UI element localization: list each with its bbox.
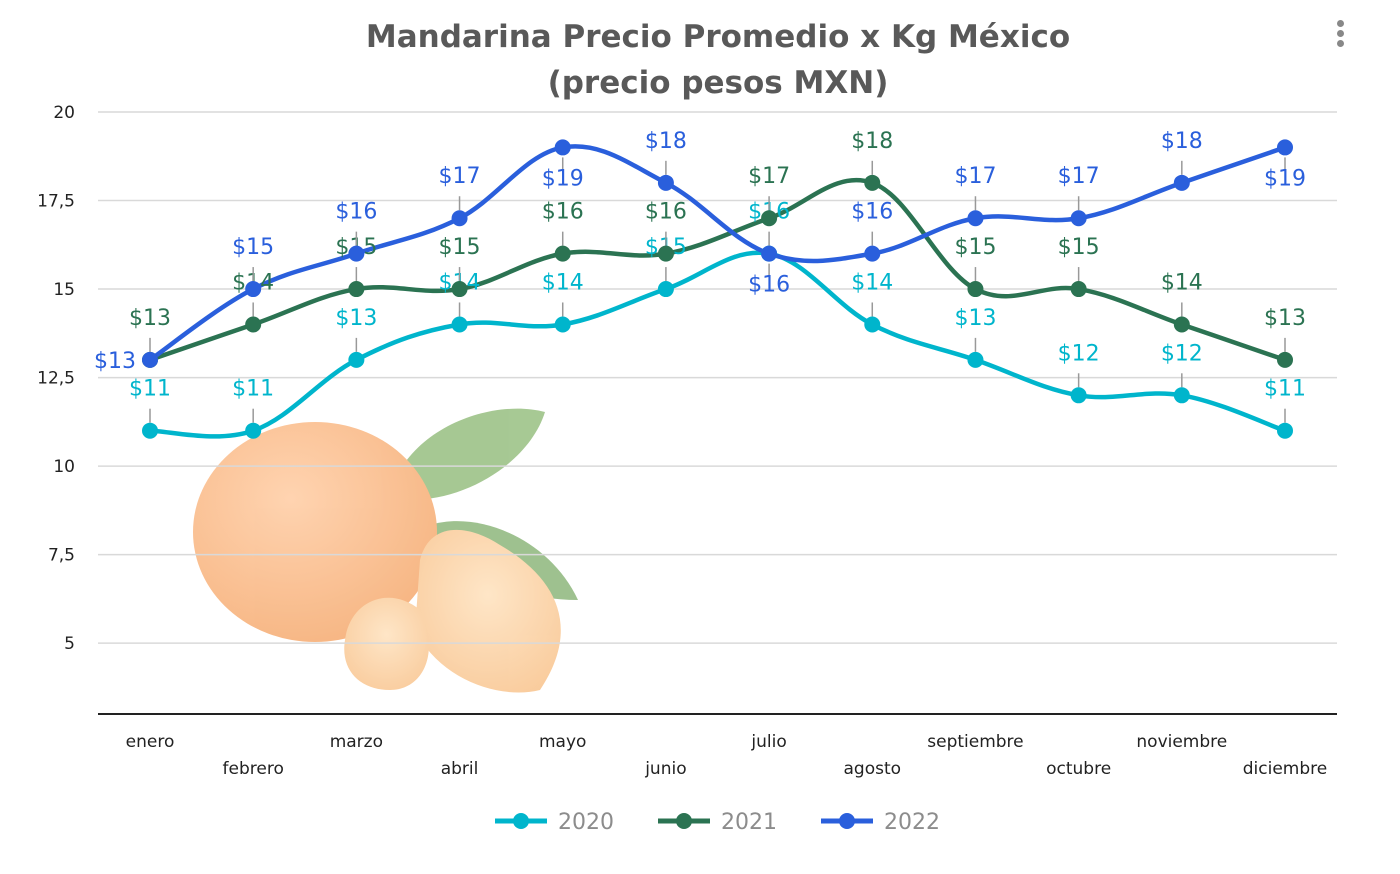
data-point-2020[interactable]	[554, 316, 571, 333]
data-label-2020: $12	[1058, 341, 1100, 366]
data-label-2020: $13	[954, 306, 996, 331]
y-tick-label: 15	[53, 280, 75, 300]
data-point-2022[interactable]	[657, 174, 674, 191]
data-label-2020: $11	[1264, 377, 1306, 402]
data-point-2020[interactable]	[142, 422, 158, 439]
data-label-2022: $16	[335, 200, 377, 225]
data-point-2022[interactable]	[245, 281, 262, 298]
chart-title-line-1: Mandarina Precio Promedio x Kg México	[366, 19, 1070, 55]
data-point-2021[interactable]	[761, 210, 778, 227]
data-point-2020[interactable]	[864, 316, 881, 333]
chart-title-line-2: (precio pesos MXN)	[548, 65, 889, 101]
y-tick-label: 7,5	[48, 546, 75, 566]
data-point-2020[interactable]	[1070, 387, 1087, 404]
data-label-2021: $16	[542, 200, 584, 225]
data-label-2022: $17	[439, 164, 481, 189]
series-line-2022	[148, 144, 1286, 362]
x-tick-label: abril	[441, 759, 479, 779]
kebab-menu-icon[interactable]	[1330, 18, 1350, 50]
data-point-2022[interactable]	[142, 351, 158, 368]
data-point-2020[interactable]	[245, 422, 262, 439]
data-point-2021[interactable]	[245, 316, 262, 333]
data-label-2020: $11	[232, 377, 274, 402]
data-label-2021: $15	[1058, 235, 1100, 260]
data-label-2022: $19	[542, 166, 584, 191]
data-point-2020[interactable]	[657, 281, 674, 298]
legend-label-2020[interactable]: 2020	[558, 810, 614, 835]
data-point-2021[interactable]	[967, 281, 984, 298]
data-label-2021: $13	[1264, 306, 1306, 331]
data-point-2022[interactable]	[761, 245, 778, 262]
data-label-2020: $14	[542, 270, 584, 295]
x-tick-label: junio	[644, 759, 686, 779]
data-point-2022[interactable]	[451, 210, 468, 227]
data-label-2020: $12	[1161, 341, 1203, 366]
data-point-2021[interactable]	[451, 281, 468, 298]
x-tick-label: agosto	[843, 759, 901, 779]
x-tick-label: noviembre	[1136, 732, 1227, 752]
data-label-2022: $16	[851, 200, 893, 225]
y-tick-label: 20	[53, 103, 75, 123]
x-tick-label: octubre	[1046, 759, 1111, 779]
data-point-2022[interactable]	[864, 245, 881, 262]
data-point-2020[interactable]	[1173, 387, 1190, 404]
y-tick-label: 17,5	[37, 192, 75, 212]
legend-marker-2022	[839, 813, 855, 829]
data-point-2021[interactable]	[348, 281, 365, 298]
data-point-2022[interactable]	[554, 139, 571, 156]
data-point-2020[interactable]	[1277, 422, 1293, 439]
mandarin-illustration	[193, 408, 578, 693]
y-tick-label: 12,5	[37, 369, 75, 389]
data-point-2022[interactable]	[1070, 210, 1087, 227]
data-point-2021[interactable]	[657, 245, 674, 262]
x-tick-label: marzo	[330, 732, 383, 752]
data-label-2021: $15	[439, 235, 481, 260]
data-label-2020: $11	[129, 377, 171, 402]
legend-marker-2020	[513, 813, 529, 829]
data-label-2021: $16	[645, 200, 687, 225]
data-point-2021[interactable]	[1070, 281, 1087, 298]
data-label-2020: $14	[851, 270, 893, 295]
y-tick-label: 5	[64, 634, 75, 654]
data-label-2022: $16	[748, 273, 790, 298]
data-label-2020: $13	[335, 306, 377, 331]
data-label-2022: $13	[94, 349, 136, 374]
data-point-2021[interactable]	[1173, 316, 1190, 333]
data-point-2021[interactable]	[864, 174, 881, 191]
data-point-2021[interactable]	[1277, 351, 1293, 368]
data-label-2021: $15	[954, 235, 996, 260]
data-label-2021: $13	[129, 306, 171, 331]
data-point-2020[interactable]	[451, 316, 468, 333]
data-label-2022: $18	[645, 129, 687, 154]
legend-label-2021[interactable]: 2021	[721, 810, 777, 835]
data-label-2021: $17	[748, 164, 790, 189]
data-point-2021[interactable]	[554, 245, 571, 262]
x-tick-label: mayo	[539, 732, 586, 752]
data-label-2021: $18	[851, 129, 893, 154]
data-point-2020[interactable]	[348, 351, 365, 368]
data-point-2022[interactable]	[1277, 139, 1293, 156]
data-point-2022[interactable]	[967, 210, 984, 227]
series-line-2020	[149, 250, 1286, 439]
data-point-2022[interactable]	[1173, 174, 1190, 191]
data-label-2022: $19	[1264, 166, 1306, 191]
legend-label-2022[interactable]: 2022	[884, 810, 940, 835]
data-label-2022: $15	[232, 235, 274, 260]
data-label-2022: $17	[954, 164, 996, 189]
y-tick-label: 10	[53, 457, 75, 477]
data-label-2021: $14	[1161, 270, 1203, 295]
data-point-2022[interactable]	[348, 245, 365, 262]
x-tick-label: septiembre	[927, 732, 1023, 752]
data-label-2022: $18	[1161, 129, 1203, 154]
x-tick-label: diciembre	[1243, 759, 1327, 779]
data-label-2022: $17	[1058, 164, 1100, 189]
x-tick-label: julio	[750, 732, 786, 752]
x-tick-label: enero	[126, 732, 175, 752]
legend-marker-2021	[676, 813, 692, 829]
data-point-2020[interactable]	[967, 351, 984, 368]
x-tick-label: febrero	[223, 759, 284, 779]
